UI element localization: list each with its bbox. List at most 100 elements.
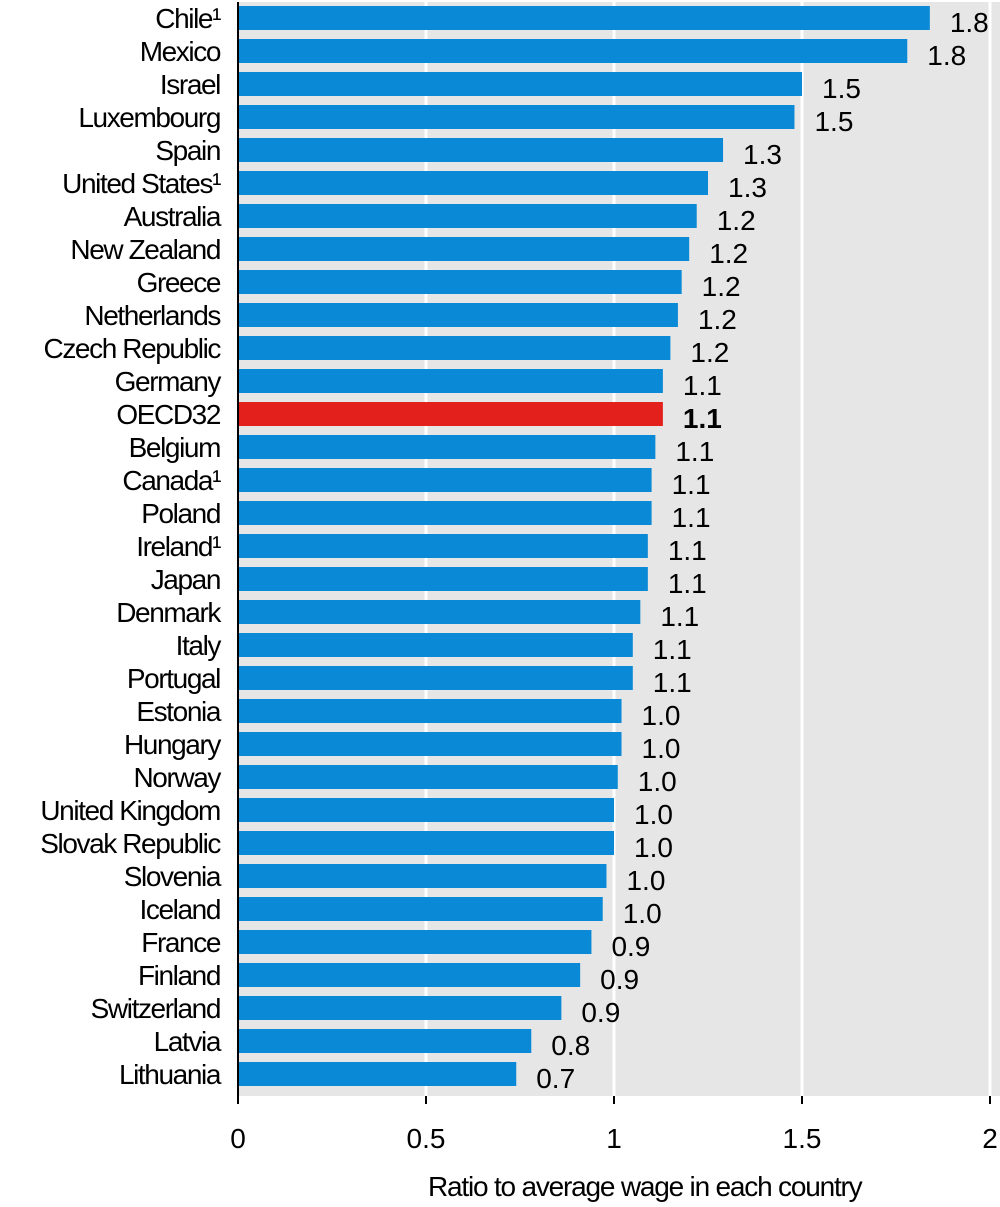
x-tick-label: 2	[982, 1123, 998, 1154]
bar	[238, 765, 618, 789]
data-label: 1.1	[672, 502, 711, 533]
data-label: 1.1	[653, 634, 692, 665]
category-label: Greece	[137, 267, 221, 298]
data-label: 1.8	[950, 7, 989, 38]
data-label: 1.1	[672, 469, 711, 500]
bar	[238, 567, 648, 591]
category-label: Latvia	[154, 1026, 222, 1057]
category-label: Germany	[115, 366, 222, 397]
data-label: 1.0	[634, 799, 673, 830]
category-label: Canada¹	[122, 465, 221, 496]
category-label: Belgium	[129, 432, 220, 463]
data-label: 1.1	[683, 403, 722, 434]
category-label: Mexico	[140, 36, 221, 67]
bar	[238, 468, 652, 492]
bar	[238, 666, 633, 690]
value-labels: 1.81.81.51.51.31.31.21.21.21.21.21.11.11…	[536, 7, 989, 1094]
category-label: Australia	[124, 201, 222, 232]
x-ticks: 0 0.5 1 1.5 2	[230, 1096, 998, 1154]
data-label: 0.9	[600, 964, 639, 995]
bar	[238, 1029, 532, 1053]
data-label: 1.5	[822, 73, 861, 104]
category-label: Iceland	[140, 894, 221, 925]
data-label: 1.0	[638, 766, 677, 797]
bar	[238, 72, 802, 96]
category-label: Slovak Republic	[40, 828, 221, 859]
data-label: 1.3	[728, 172, 767, 203]
data-label: 1.1	[683, 370, 722, 401]
bar	[238, 633, 633, 657]
data-label: 0.9	[611, 931, 650, 962]
data-label: 1.0	[634, 832, 673, 863]
data-label: 1.1	[660, 601, 699, 632]
bar	[238, 105, 795, 129]
category-label: Switzerland	[91, 993, 220, 1024]
category-label: Portugal	[127, 663, 220, 694]
data-label: 1.5	[814, 106, 853, 137]
bar	[238, 171, 708, 195]
category-label: Lithuania	[119, 1059, 222, 1090]
category-label: United Kingdom	[40, 795, 220, 826]
category-label: Italy	[176, 630, 222, 661]
category-label: Denmark	[116, 597, 222, 628]
bar	[238, 270, 682, 294]
bar	[238, 699, 622, 723]
data-label: 1.0	[642, 700, 681, 731]
data-label: 1.2	[709, 238, 748, 269]
bar	[238, 963, 581, 987]
bars	[238, 6, 930, 1086]
category-labels: Chile¹MexicoIsraelLuxembourgSpainUnited …	[40, 3, 224, 1090]
data-label: 0.9	[581, 997, 620, 1028]
data-label: 0.8	[551, 1030, 590, 1061]
bar	[238, 6, 930, 30]
x-tick-label: 1.5	[783, 1123, 822, 1154]
data-label: 1.3	[743, 139, 782, 170]
bar-highlight	[238, 402, 663, 426]
category-label: Poland	[141, 498, 220, 529]
data-label: 1.1	[653, 667, 692, 698]
category-label: Finland	[138, 960, 220, 991]
category-label: Japan	[151, 564, 220, 595]
bar	[238, 435, 656, 459]
category-label: Estonia	[136, 696, 221, 727]
data-label: 1.0	[626, 865, 665, 896]
bar	[238, 336, 671, 360]
bar	[238, 798, 614, 822]
bar	[238, 501, 652, 525]
category-label: Luxembourg	[78, 102, 220, 133]
data-label: 1.1	[668, 535, 707, 566]
data-label: 1.1	[668, 568, 707, 599]
data-label: 1.0	[623, 898, 662, 929]
bar	[238, 930, 592, 954]
bar	[238, 204, 697, 228]
category-label: Spain	[155, 135, 220, 166]
category-label: Ireland¹	[136, 531, 221, 562]
data-label: 1.2	[702, 271, 741, 302]
bar	[238, 39, 908, 63]
category-label: Israel	[160, 69, 220, 100]
data-label: 1.2	[717, 205, 756, 236]
category-label: Czech Republic	[44, 333, 222, 364]
bar	[238, 864, 607, 888]
bar	[238, 1062, 517, 1086]
category-label: Chile¹	[155, 3, 221, 34]
bar	[238, 369, 663, 393]
category-label: France	[141, 927, 221, 958]
bar	[238, 897, 603, 921]
category-label: Hungary	[124, 729, 221, 760]
bar	[238, 732, 622, 756]
category-label: United States¹	[62, 168, 221, 199]
data-label: 1.2	[698, 304, 737, 335]
bar	[238, 138, 724, 162]
data-label: 1.1	[675, 436, 714, 467]
category-label: New Zealand	[70, 234, 220, 265]
category-label: Netherlands	[84, 300, 220, 331]
bar	[238, 237, 690, 261]
x-axis-label: Ratio to average wage in each country	[428, 1171, 863, 1202]
data-label: 1.2	[690, 337, 729, 368]
bar	[238, 303, 678, 327]
data-label: 1.0	[642, 733, 681, 764]
bar	[238, 996, 562, 1020]
category-label: Norway	[133, 762, 221, 793]
